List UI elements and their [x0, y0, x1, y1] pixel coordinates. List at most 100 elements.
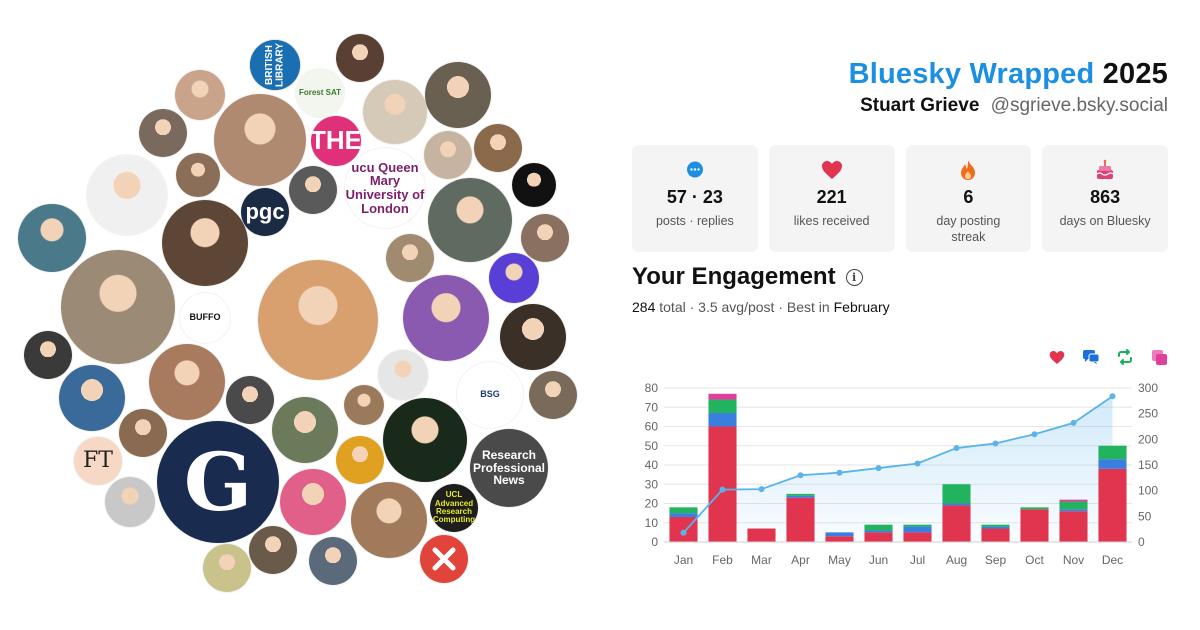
y-right-tick-label: 0 — [1138, 535, 1145, 549]
avatar[interactable] — [226, 376, 274, 424]
y-left-tick-label: 0 — [651, 535, 658, 549]
engagement-total: 284 — [632, 299, 656, 315]
avatar-logo[interactable]: ucu Queen Mary University of London — [345, 148, 425, 228]
stat-label: posts · replies — [655, 214, 734, 228]
cumulative-point — [875, 465, 882, 472]
avatar[interactable] — [249, 526, 297, 574]
avatar[interactable] — [176, 153, 220, 197]
avatar[interactable] — [24, 331, 72, 379]
user-row: Stuart Grieve @sgrieve.bsky.social — [632, 95, 1168, 117]
avatar[interactable] — [336, 34, 384, 82]
cumulative-point — [836, 469, 843, 476]
quote-icon[interactable] — [1150, 348, 1168, 366]
avatar[interactable] — [289, 166, 337, 214]
avatar[interactable] — [386, 234, 434, 282]
heart-icon[interactable] — [1048, 348, 1066, 366]
x-tick-label: Jan — [674, 553, 693, 567]
avatar[interactable] — [474, 124, 522, 172]
avatar-logo[interactable]: G — [157, 421, 279, 543]
avatar[interactable] — [428, 178, 512, 262]
avatar[interactable] — [203, 544, 251, 592]
stat-label: day posting streak — [936, 214, 1001, 245]
bar-segment — [903, 526, 932, 533]
brand-title: Bluesky Wrapped — [848, 58, 1095, 90]
y-left-tick-label: 60 — [645, 420, 659, 434]
avatar-logo[interactable]: FT — [74, 437, 122, 485]
cumulative-point — [797, 472, 804, 479]
avatar[interactable] — [162, 200, 248, 286]
y-left-tick-label: 40 — [645, 458, 659, 472]
avatar[interactable] — [87, 155, 167, 235]
stats-row: 57 · 23 posts · replies 221 likes receiv… — [632, 145, 1168, 252]
bar-segment — [1098, 468, 1127, 542]
avatar-logo-label: UCL Advanced Research Computing — [432, 490, 476, 525]
avatar[interactable] — [61, 250, 175, 364]
avatar[interactable] — [18, 204, 86, 272]
cake-icon — [1094, 159, 1116, 181]
y-left-tick-label: 20 — [645, 497, 659, 511]
avatar-logo[interactable]: UCL Advanced Research Computing — [430, 484, 478, 532]
avatar[interactable] — [512, 163, 556, 207]
avatar[interactable] — [149, 344, 225, 420]
bar-segment — [903, 524, 932, 527]
avatar[interactable] — [521, 214, 569, 262]
stat-label: days on Bluesky — [1059, 214, 1151, 228]
avatar-logo[interactable]: Forest SAT — [296, 69, 344, 117]
bar-segment — [825, 536, 854, 542]
avatar[interactable] — [139, 109, 187, 157]
avatar-logo-label: ucu Queen Mary University of London — [345, 159, 425, 216]
x-tick-label: Feb — [712, 553, 733, 567]
bar-segment — [864, 524, 893, 531]
y-right-tick-label: 250 — [1138, 407, 1158, 421]
flame-icon — [957, 159, 979, 181]
y-left-tick-label: 80 — [645, 381, 659, 395]
avatar[interactable] — [105, 477, 155, 527]
avatar[interactable] — [425, 62, 491, 128]
bar-segment — [981, 526, 1010, 529]
x-tick-label: Jun — [869, 553, 888, 567]
x-tick-label: May — [828, 553, 851, 567]
engagement-best-month: February — [833, 299, 890, 315]
engagement-total-label: total — [659, 299, 686, 315]
avatar[interactable] — [489, 253, 539, 303]
bar-segment — [708, 426, 737, 542]
avatar-logo[interactable]: BRITISH LIBRARY — [250, 40, 300, 90]
repost-icon[interactable] — [1116, 348, 1134, 366]
avatar[interactable] — [403, 275, 489, 361]
avatar[interactable] — [378, 350, 428, 400]
avatar[interactable] — [529, 371, 577, 419]
avatar[interactable] — [424, 131, 472, 179]
avatar[interactable] — [59, 365, 125, 431]
avatar[interactable] — [336, 436, 384, 484]
avatar-logo-label: BUFFO — [189, 312, 221, 323]
avatar[interactable] — [214, 94, 306, 186]
avatar[interactable] — [258, 260, 378, 380]
avatar[interactable] — [175, 70, 225, 120]
bar-segment — [708, 393, 737, 400]
avatar-logo[interactable]: BSG — [457, 362, 523, 428]
avatar-logo[interactable]: Research Professional News — [470, 429, 548, 507]
close-circle-icon[interactable] — [420, 535, 468, 583]
avatar-logo[interactable]: THE — [311, 116, 361, 166]
x-tick-label: Mar — [751, 553, 772, 567]
avatar[interactable] — [344, 385, 384, 425]
bar-segment — [669, 513, 698, 517]
avatar-logo[interactable]: BUFFO — [180, 293, 230, 343]
y-right-tick-label: 300 — [1138, 381, 1158, 395]
avatar[interactable] — [363, 80, 427, 144]
bar-segment — [1098, 445, 1127, 460]
y-right-tick-label: 50 — [1138, 509, 1152, 523]
avatar-logo[interactable]: pgc — [241, 188, 289, 236]
avatar[interactable] — [280, 469, 346, 535]
stat-value: 221 — [816, 187, 847, 207]
avatar[interactable] — [309, 537, 357, 585]
avatar[interactable] — [351, 482, 427, 558]
reply-icon[interactable] — [1082, 348, 1100, 366]
avatar[interactable] — [119, 409, 167, 457]
info-icon[interactable]: i — [845, 268, 863, 286]
avatar[interactable] — [272, 397, 338, 463]
avatar[interactable] — [500, 304, 566, 370]
avatar[interactable] — [383, 398, 467, 482]
bar-segment — [864, 532, 893, 542]
